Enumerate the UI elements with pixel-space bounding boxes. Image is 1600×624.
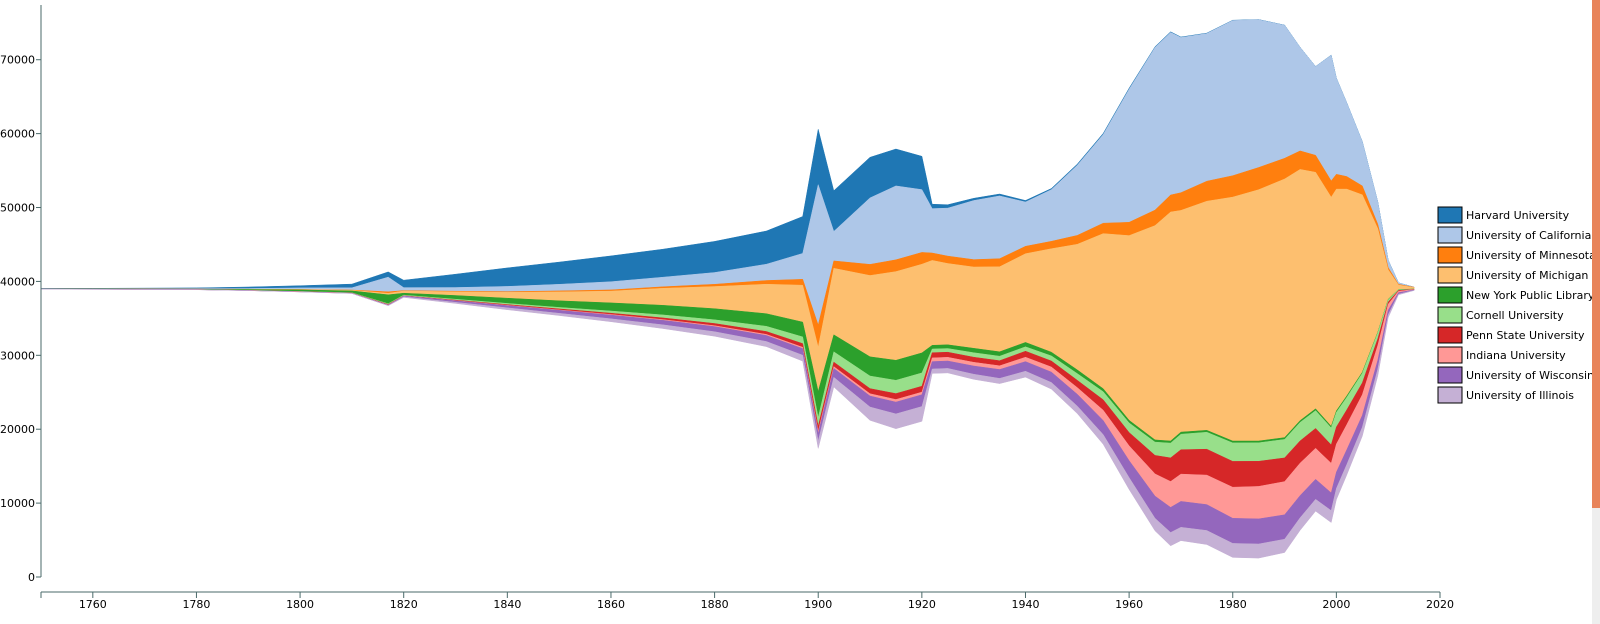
legend-label-cornell-university: Cornell University [1466, 309, 1564, 322]
x-tick-label: 1800 [286, 598, 314, 611]
stream-layers [40, 19, 1415, 559]
x-tick-label: 2000 [1322, 598, 1350, 611]
legend: Harvard University University of Californ… [1437, 206, 1592, 404]
legend-swatch-university-of-wisconsin [1437, 366, 1463, 384]
x-tick-label: 1920 [908, 598, 936, 611]
legend-label-new-york-public-library: New York Public Library [1466, 289, 1592, 302]
legend-swatch-cornell-university [1437, 306, 1463, 324]
x-tick-label: 1820 [390, 598, 418, 611]
legend-swatch-penn-state-university [1437, 326, 1463, 344]
x-tick-label: 1860 [597, 598, 625, 611]
x-tick-label: 1780 [182, 598, 210, 611]
x-tick-label: 1940 [1011, 598, 1039, 611]
x-tick-label: 1840 [493, 598, 521, 611]
x-tick-label: 1880 [701, 598, 729, 611]
x-tick-label: 1760 [79, 598, 107, 611]
y-tick-label: 40000 [0, 275, 35, 288]
x-tick-label: 1900 [804, 598, 832, 611]
legend-label-indiana-university: Indiana University [1466, 349, 1566, 362]
legend-label-university-of-illinois: University of Illinois [1466, 389, 1574, 402]
legend-label-university-of-california: University of California [1466, 229, 1591, 242]
y-tick-label: 60000 [0, 128, 35, 141]
stream-layer-university-of-michigan [40, 169, 1415, 442]
legend-label-university-of-wisconsin: University of Wisconsin [1466, 369, 1592, 382]
legend-label-harvard-university: Harvard University [1466, 209, 1570, 222]
x-axis: 1760 1780 1800 1820 1840 1860 1880 1900 1920 1940… [40, 591, 1454, 611]
legend-swatch-new-york-public-library [1437, 286, 1463, 304]
legend-label-university-of-michigan: University of Michigan [1466, 269, 1588, 282]
y-tick-label: 20000 [0, 423, 35, 436]
x-tick-label: 1980 [1219, 598, 1247, 611]
stream-layer-university-of-illinois [40, 288, 1415, 559]
y-tick-label: 30000 [0, 349, 35, 362]
legend-label-university-of-minnesota: University of Minnesota [1466, 249, 1592, 262]
legend-label-penn-state-university: Penn State University [1466, 329, 1585, 342]
legend-swatch-university-of-illinois [1437, 386, 1463, 404]
legend-swatch-university-of-california [1437, 226, 1463, 244]
y-tick-label: 10000 [0, 497, 35, 510]
legend-swatch-university-of-minnesota [1437, 246, 1463, 264]
y-tick-label: 70000 [0, 54, 35, 67]
legend-swatch-harvard-university [1437, 206, 1463, 224]
y-tick-label: 0 [28, 571, 35, 584]
vertical-scrollbar[interactable] [1592, 0, 1600, 624]
x-tick-label: 2020 [1426, 598, 1454, 611]
legend-swatch-university-of-michigan [1437, 266, 1463, 284]
y-tick-label: 50000 [0, 202, 35, 215]
x-tick-label: 1960 [1115, 598, 1143, 611]
y-axis: 0 10000 20000 30000 40000 50000 60000 70000 [0, 5, 42, 584]
legend-swatch-indiana-university [1437, 346, 1463, 364]
scrollbar-thumb[interactable] [1592, 0, 1600, 508]
